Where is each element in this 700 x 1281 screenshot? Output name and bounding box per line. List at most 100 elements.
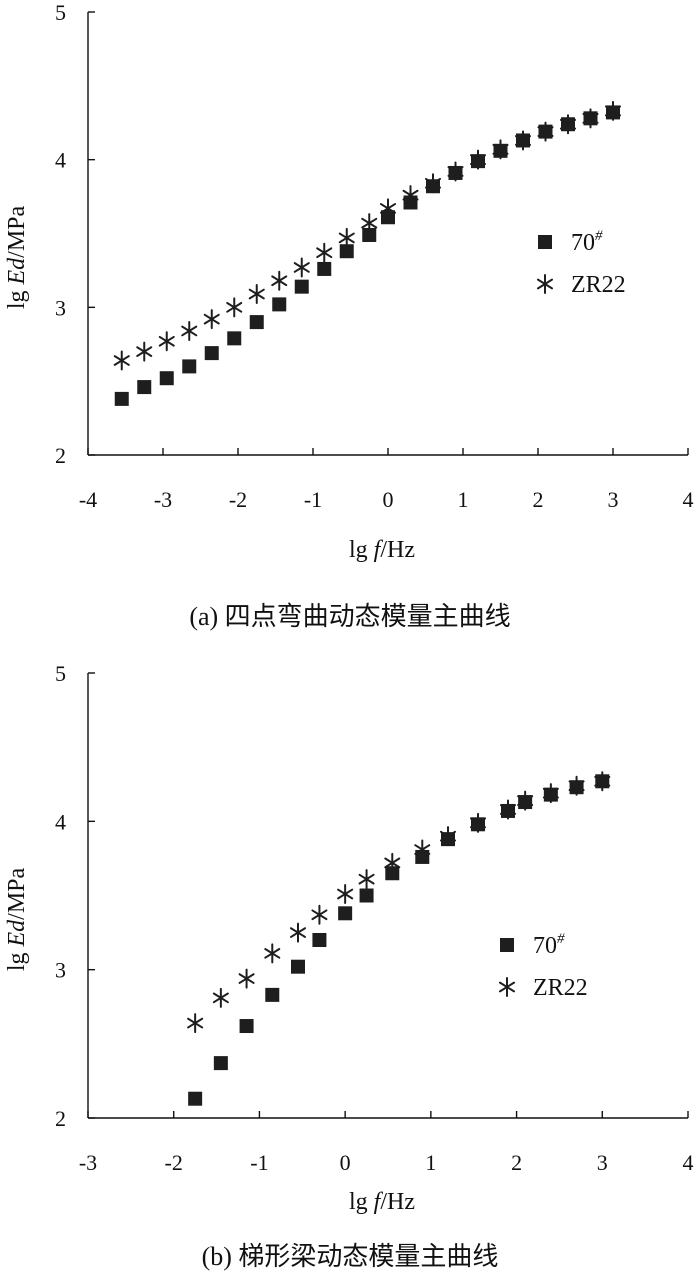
data-point-star-strokes	[499, 799, 517, 820]
legend-marker-star	[536, 274, 554, 294]
legend-label: 70#	[571, 228, 603, 256]
legend-label: ZR22	[571, 272, 626, 298]
data-point-star	[158, 331, 175, 352]
data-point-star	[414, 839, 431, 860]
y-axis-title-unit: /MPa	[4, 867, 30, 919]
series-70	[114, 105, 620, 406]
data-point-square	[338, 906, 353, 921]
figure-caption: (a) 四点弯曲动态模量主曲线	[189, 602, 510, 631]
data-point-star-strokes	[542, 783, 559, 804]
y-tick-label: 2	[55, 443, 66, 468]
data-point-square	[317, 261, 332, 276]
x-tick-label: -1	[250, 1150, 268, 1175]
legend-label: 70#	[533, 931, 565, 959]
data-point-star	[439, 826, 457, 847]
data-point-star-strokes	[238, 968, 255, 989]
data-point-star-strokes	[158, 331, 175, 352]
data-point-star-strokes	[568, 775, 585, 796]
x-tick-label: 3	[597, 1150, 608, 1175]
data-point-star-strokes	[594, 771, 611, 792]
data-point-star	[203, 309, 220, 330]
y-axis-title-variable: Ed	[4, 919, 30, 948]
x-tick-label: -2	[229, 487, 247, 512]
data-point-square	[249, 315, 264, 330]
x-tick-label: 2	[533, 487, 544, 512]
data-point-square	[339, 244, 354, 259]
data-point-star	[338, 227, 355, 248]
data-point-square	[385, 866, 400, 881]
data-point-star-strokes	[316, 242, 333, 263]
data-point-star	[514, 130, 532, 151]
data-point-star-strokes	[271, 270, 288, 291]
data-point-star	[212, 987, 229, 1008]
data-point-square	[182, 359, 197, 374]
legend: 70# ZR22	[498, 931, 588, 1001]
x-tick-label: 4	[683, 1150, 694, 1175]
data-point-star-strokes	[289, 922, 307, 943]
data-point-star-strokes	[492, 139, 509, 160]
data-point-star	[248, 284, 265, 305]
data-point-star-strokes	[337, 884, 354, 905]
series-zr22	[113, 100, 622, 371]
data-point-star	[238, 968, 255, 989]
data-point-square	[159, 371, 174, 386]
x-tick-label: 2	[511, 1150, 522, 1175]
data-point-square	[294, 279, 309, 294]
data-point-star-strokes	[361, 213, 378, 234]
y-tick-label: 5	[55, 661, 66, 686]
x-axis-title: lg f/Hz	[349, 537, 415, 563]
series-zr22	[187, 771, 611, 1034]
data-point-square	[291, 959, 305, 974]
data-point-star-strokes	[203, 309, 220, 330]
data-point-square	[213, 1056, 228, 1071]
data-point-star	[469, 149, 487, 170]
data-point-star-strokes	[181, 320, 198, 341]
x-tick-label: -3	[154, 487, 172, 512]
x-tick-label: 0	[383, 487, 394, 512]
data-point-star	[568, 775, 585, 796]
legend-label-text: 70	[571, 230, 595, 256]
data-point-star	[402, 185, 419, 206]
data-point-square	[204, 346, 219, 361]
data-point-star-strokes	[187, 1013, 204, 1034]
x-tick-label: 4	[683, 487, 694, 512]
data-point-star-strokes	[379, 198, 397, 219]
data-point-star-strokes	[264, 943, 281, 964]
x-tick-label: -3	[79, 1150, 97, 1175]
data-point-star	[226, 297, 243, 318]
data-point-star	[447, 161, 464, 182]
data-point-square	[362, 227, 377, 242]
data-point-star	[537, 121, 554, 142]
x-tick-label: -4	[79, 487, 97, 512]
data-point-star-strokes	[226, 297, 243, 318]
data-point-star	[337, 884, 354, 905]
legend-label-text: ZR22	[533, 975, 588, 1001]
x-axis-title-prefix: lg	[349, 537, 374, 563]
data-point-star	[293, 257, 310, 278]
data-point-star	[492, 139, 509, 160]
x-axis-title-unit: /Hz	[380, 1189, 415, 1215]
legend-label-superscript: #	[595, 228, 603, 244]
y-tick-label: 5	[55, 0, 66, 25]
data-point-square	[265, 987, 280, 1002]
data-point-star-strokes	[293, 257, 310, 278]
legend-label-superscript: #	[557, 931, 565, 947]
data-point-star-strokes	[113, 350, 130, 371]
data-point-star	[358, 869, 375, 890]
data-point-star	[271, 270, 288, 291]
legend-label: ZR22	[533, 975, 588, 1001]
y-tick-label: 4	[55, 148, 66, 173]
data-point-square	[359, 888, 374, 903]
y-axis-title-prefix: lg	[4, 285, 30, 310]
data-point-star-strokes	[604, 100, 622, 121]
data-point-star	[289, 922, 307, 943]
y-tick-label: 2	[55, 1106, 66, 1131]
data-point-star-strokes	[469, 149, 487, 170]
data-point-star-strokes	[402, 185, 419, 206]
data-point-square	[114, 391, 129, 406]
x-axis-title-unit: /Hz	[380, 537, 415, 563]
y-axis-title: lg Ed/MPa	[4, 867, 30, 971]
data-point-star-strokes	[384, 852, 401, 873]
data-point-star-strokes	[447, 161, 464, 182]
